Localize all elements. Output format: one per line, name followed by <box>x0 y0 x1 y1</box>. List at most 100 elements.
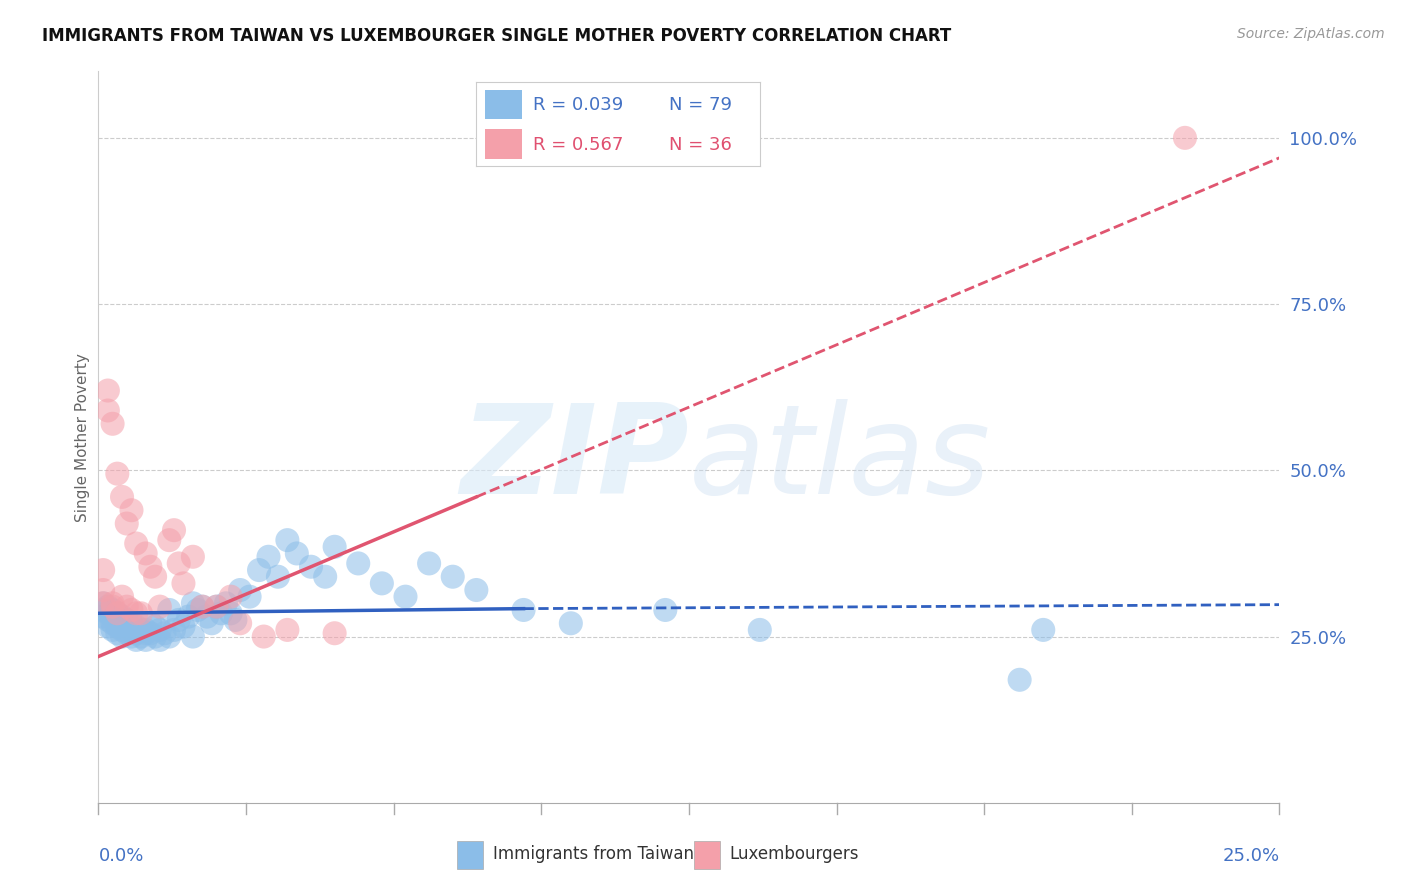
Point <box>257 549 280 564</box>
Point <box>229 616 252 631</box>
Point <box>105 467 128 481</box>
Point <box>323 540 346 554</box>
Point <box>1174 131 1197 145</box>
Point <box>91 582 114 597</box>
Point <box>276 533 298 548</box>
Point <box>97 384 120 398</box>
Point <box>121 503 143 517</box>
Point <box>97 619 120 633</box>
Point <box>129 623 152 637</box>
Point <box>115 599 138 614</box>
Point <box>205 599 228 614</box>
Point <box>101 609 124 624</box>
Point <box>101 616 124 631</box>
Point <box>276 623 298 637</box>
Point <box>101 599 124 614</box>
Point <box>105 626 128 640</box>
Text: 25.0%: 25.0% <box>1222 847 1279 864</box>
Point <box>91 596 114 610</box>
Point <box>105 619 128 633</box>
Point <box>143 619 166 633</box>
Point <box>129 607 152 621</box>
Point <box>748 623 770 637</box>
Point <box>135 623 157 637</box>
Point <box>121 623 143 637</box>
Point <box>111 490 134 504</box>
Point <box>187 603 209 617</box>
Point <box>111 609 134 624</box>
Point <box>1008 673 1031 687</box>
Point <box>163 523 186 537</box>
Point <box>101 417 124 431</box>
Point <box>97 607 120 621</box>
Point <box>149 599 172 614</box>
Point <box>143 570 166 584</box>
Point <box>512 603 534 617</box>
Point <box>143 630 166 644</box>
Point <box>111 616 134 631</box>
Text: IMMIGRANTS FROM TAIWAN VS LUXEMBOURGER SINGLE MOTHER POVERTY CORRELATION CHART: IMMIGRANTS FROM TAIWAN VS LUXEMBOURGER S… <box>42 27 952 45</box>
Point <box>394 590 416 604</box>
Point <box>111 630 134 644</box>
Point <box>177 609 200 624</box>
Point <box>121 616 143 631</box>
Point <box>285 546 308 560</box>
Point <box>105 613 128 627</box>
Point <box>157 533 180 548</box>
Point <box>91 603 114 617</box>
Point <box>195 609 218 624</box>
Text: 0.0%: 0.0% <box>98 847 143 864</box>
Point <box>97 599 120 614</box>
Text: ZIP: ZIP <box>460 399 689 519</box>
Point <box>560 616 582 631</box>
Point <box>418 557 440 571</box>
Point <box>253 630 276 644</box>
Point <box>139 559 162 574</box>
Point <box>654 603 676 617</box>
Text: Source: ZipAtlas.com: Source: ZipAtlas.com <box>1237 27 1385 41</box>
Point <box>191 599 214 614</box>
Point <box>267 570 290 584</box>
Point <box>224 613 246 627</box>
Point <box>101 596 124 610</box>
Point <box>441 570 464 584</box>
Point <box>121 630 143 644</box>
Point <box>465 582 488 597</box>
Point <box>91 609 114 624</box>
Point <box>219 590 242 604</box>
Point <box>181 549 204 564</box>
Point <box>1032 623 1054 637</box>
Point <box>181 596 204 610</box>
Point <box>115 613 138 627</box>
Point <box>97 403 120 417</box>
Point <box>135 546 157 560</box>
Point <box>149 623 172 637</box>
Point <box>91 596 114 610</box>
Point <box>101 623 124 637</box>
Point <box>121 603 143 617</box>
Point <box>153 626 176 640</box>
Point <box>115 516 138 531</box>
Point <box>129 630 152 644</box>
Point <box>105 607 128 621</box>
Point <box>139 626 162 640</box>
Point <box>167 557 190 571</box>
Point <box>135 632 157 647</box>
Y-axis label: Single Mother Poverty: Single Mother Poverty <box>75 352 90 522</box>
Point <box>149 632 172 647</box>
Point <box>314 570 336 584</box>
Point <box>239 590 262 604</box>
Point <box>299 559 322 574</box>
Point <box>371 576 394 591</box>
Point <box>139 616 162 631</box>
Point <box>115 626 138 640</box>
Point <box>97 613 120 627</box>
Point <box>125 632 148 647</box>
Point <box>209 607 232 621</box>
Point <box>247 563 270 577</box>
Point <box>111 623 134 637</box>
Text: atlas: atlas <box>689 399 991 519</box>
Point <box>181 630 204 644</box>
Point <box>101 603 124 617</box>
Point <box>219 607 242 621</box>
